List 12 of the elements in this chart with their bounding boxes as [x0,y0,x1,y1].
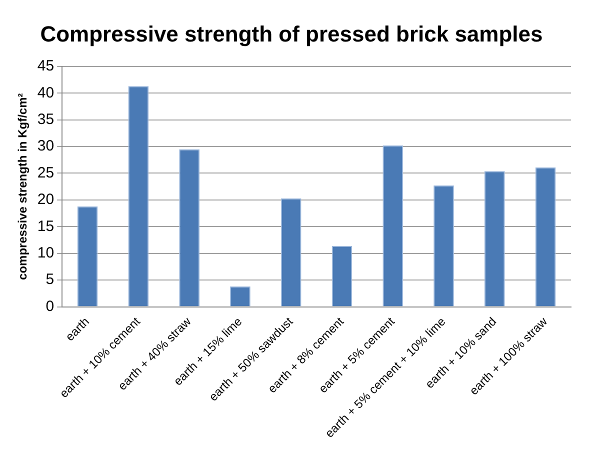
y-tick-label: 40 [37,84,54,102]
y-tick-label: 5 [46,271,54,288]
chart-title: Compressive strength of pressed brick samples [40,21,543,46]
y-tick-label: 20 [37,191,54,208]
y-tick-label: 15 [37,218,54,235]
y-tick-label: 25 [37,164,54,182]
y-axis-title: compressive strength in Kgf/cm² [16,93,30,280]
y-tick-label: 45 [37,58,54,75]
y-tick-label: 0 [46,298,54,315]
y-tick-label: 35 [37,110,54,128]
y-tick-label: 10 [37,244,54,262]
y-tick-label: 30 [37,138,54,155]
